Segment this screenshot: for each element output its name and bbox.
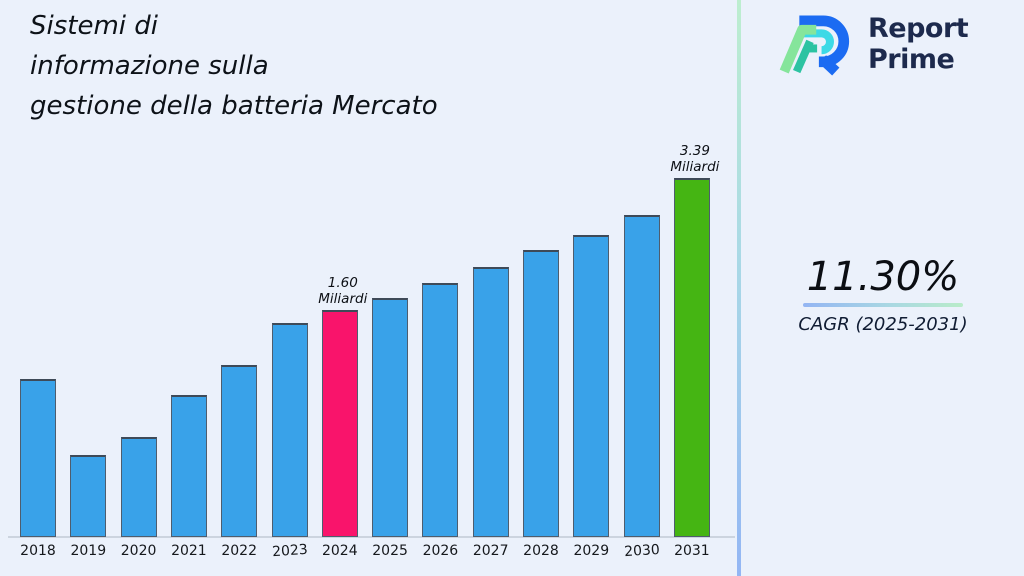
- brand-name-line2: Prime: [868, 44, 955, 75]
- tick-label-2024: 2024: [321, 543, 358, 559]
- tick-label-2031: 2031: [674, 543, 710, 559]
- tick-label-2025: 2025: [372, 543, 408, 559]
- bar-2026: [422, 283, 459, 537]
- tick-label-2021: 2021: [171, 543, 207, 559]
- tick-label-2018: 2018: [20, 543, 56, 559]
- bar-2021: [170, 395, 207, 537]
- tick-label-2030: 2030: [623, 541, 660, 561]
- tick-label-2020: 2020: [120, 543, 157, 559]
- panel-divider: [737, 0, 741, 576]
- value-label-2024: 1.60 Miliardi: [318, 275, 368, 307]
- tick-label-2027: 2027: [472, 543, 509, 559]
- tick-label-2029: 2029: [573, 543, 610, 559]
- value-label-2031: 3.39 Miliardi: [670, 143, 720, 175]
- brand-name-line1: Report: [868, 13, 969, 44]
- bar-2027: [472, 267, 509, 537]
- bar-2019: [70, 455, 107, 537]
- brand-logo: Report Prime: [778, 8, 969, 80]
- tick-label-2022: 2022: [221, 543, 257, 559]
- x-axis-line: [8, 536, 735, 538]
- tick-label-2028: 2028: [523, 543, 559, 559]
- bar-2029: [573, 235, 610, 537]
- brand-name: Report Prime: [868, 13, 969, 75]
- bar-2022: [221, 365, 258, 537]
- bar-2020: [120, 437, 157, 537]
- bar-chart: 2018 2019 2020 2021 2022 2023 2024 2025 2026 2027…: [8, 143, 735, 561]
- tick-label-2019: 2019: [70, 543, 107, 559]
- tick-label-2026: 2026: [422, 543, 459, 559]
- bar-2018: [20, 379, 56, 537]
- cagr-underline: [803, 303, 963, 307]
- bar-2031: [673, 178, 710, 537]
- bar-2030: [623, 215, 660, 537]
- tick-label-2023: 2023: [271, 541, 308, 561]
- report-prime-logo-icon: [778, 8, 858, 80]
- bar-2024: [321, 310, 358, 537]
- page-title: Sistemi di informazione sulla gestione d…: [30, 11, 438, 121]
- bar-2025: [372, 298, 409, 537]
- bar-2023: [271, 323, 308, 537]
- cagr-label: CAGR (2025-2031): [798, 314, 968, 335]
- cagr-block: 11.30% CAGR (2025-2031): [781, 255, 985, 335]
- cagr-value: 11.30%: [806, 254, 960, 300]
- bar-2028: [523, 250, 559, 537]
